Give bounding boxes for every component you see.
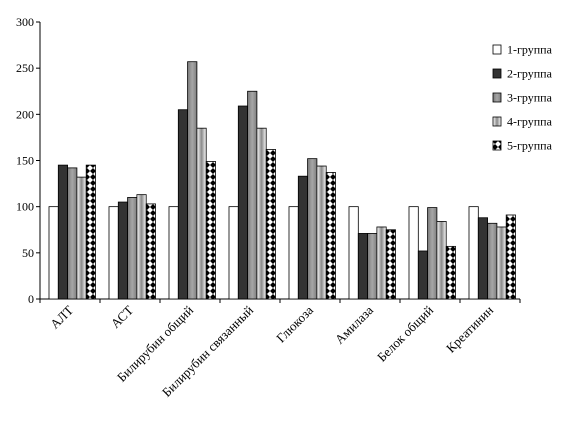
legend-swatch <box>492 68 502 79</box>
category-label: Глюкоза <box>273 302 316 345</box>
bar <box>496 226 507 300</box>
bar <box>427 207 438 300</box>
y-tick-label: 100 <box>16 200 34 214</box>
bar <box>256 127 267 300</box>
bar <box>247 90 258 300</box>
legend-label: 3-группа <box>507 91 553 105</box>
y-tick-label: 200 <box>16 107 34 121</box>
bar <box>205 161 216 300</box>
bar <box>376 226 387 300</box>
bars <box>48 61 516 300</box>
bar <box>127 197 138 300</box>
bar <box>48 206 59 300</box>
bar <box>117 201 129 300</box>
bar <box>307 158 318 300</box>
bar <box>487 222 498 300</box>
y-tick-label: 0 <box>28 292 34 306</box>
bar <box>265 149 276 300</box>
legend-label: 1-группа <box>507 43 553 57</box>
legend-label: 4-группа <box>507 115 553 129</box>
bar <box>316 165 327 300</box>
bar <box>417 250 428 300</box>
legend-swatch <box>492 116 502 127</box>
bar <box>108 206 119 300</box>
y-tick-label: 150 <box>16 154 34 168</box>
bar <box>325 172 336 300</box>
legend: 1-группа 2-группа 3-группа 4-группа 5-группа <box>492 43 553 153</box>
bar <box>297 175 308 300</box>
legend-swatch <box>492 92 502 103</box>
y-tick-label: 250 <box>16 61 34 75</box>
category-label: АЛТ <box>47 302 76 331</box>
legend-swatch <box>492 44 502 55</box>
bar <box>445 245 456 300</box>
bar <box>348 206 359 300</box>
bar <box>177 109 189 300</box>
bar <box>367 233 378 300</box>
bar <box>228 206 239 300</box>
bar <box>477 217 488 300</box>
bar <box>408 206 419 300</box>
category-label: Белок общий <box>374 302 436 364</box>
y-tick-label: 300 <box>16 15 34 29</box>
bar <box>237 105 249 300</box>
legend-label: 2-группа <box>507 67 553 81</box>
bar <box>196 127 207 300</box>
bar <box>187 61 198 300</box>
bar <box>357 233 368 300</box>
legend-label: 5-группа <box>507 139 553 153</box>
bar <box>168 206 179 300</box>
bar <box>145 203 156 300</box>
legend-swatch <box>492 140 502 151</box>
category-label: АСТ <box>108 302 137 331</box>
bar <box>436 221 447 300</box>
bar <box>85 164 96 300</box>
bar <box>67 167 78 300</box>
bar <box>288 206 299 300</box>
bar <box>136 194 147 300</box>
bar <box>57 164 68 300</box>
bar <box>385 229 396 300</box>
y-tick-label: 50 <box>22 246 34 260</box>
bar <box>76 176 87 300</box>
category-label: Креатинин <box>443 302 496 355</box>
category-label: Амилаза <box>332 302 377 347</box>
bar <box>468 206 479 300</box>
bar <box>505 214 516 300</box>
